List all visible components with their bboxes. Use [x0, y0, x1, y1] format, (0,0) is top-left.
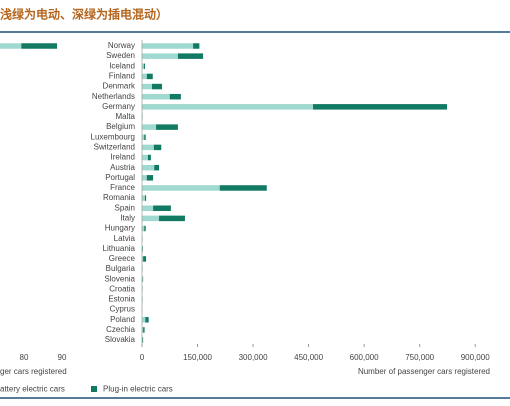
bar-segment	[142, 43, 194, 49]
left-plot	[0, 43, 58, 49]
legend-label: Plug-in electric cars	[103, 385, 173, 394]
bar-segment	[144, 195, 147, 201]
bar-segment	[154, 164, 160, 171]
bar-segment	[142, 225, 145, 232]
bar-segment	[193, 43, 200, 49]
y-tick-label: Poland	[110, 315, 135, 324]
bar-segment	[169, 93, 181, 100]
bar-segment	[144, 225, 146, 232]
bar-segment	[142, 215, 160, 222]
bar-segment	[142, 205, 154, 211]
bar-segment	[142, 175, 147, 181]
y-tick-label: Italy	[120, 213, 135, 222]
y-tick-label: Greece	[109, 254, 136, 263]
y-tick-label: Norway	[108, 41, 135, 50]
bar-segment	[143, 327, 145, 333]
x-tick-label: 90	[58, 353, 67, 362]
y-tick-label: Slovakia	[105, 335, 136, 344]
x-tick-label: 450,000	[294, 353, 323, 362]
bar-segment	[142, 124, 157, 130]
bar-segment	[142, 144, 154, 151]
bar-segment	[143, 63, 145, 70]
legend-swatch	[91, 386, 97, 392]
y-tick-label: Spain	[115, 203, 135, 212]
y-tick-label: Czechia	[106, 325, 135, 334]
bar-segment	[142, 164, 155, 171]
y-tick-label: Switzerland	[94, 143, 135, 152]
x-tick-label: 150,000	[183, 353, 212, 362]
y-tick-label: Lithuania	[103, 244, 136, 253]
y-tick-label: Latvia	[114, 234, 136, 243]
bar-segment	[177, 53, 204, 59]
x-tick-label: 750,000	[405, 353, 434, 362]
y-tick-label: Hungary	[105, 224, 135, 233]
chart-title: 浅绿为电动、深绿为插电混动）	[0, 7, 168, 22]
bar-segment	[143, 256, 147, 262]
bar-segment	[142, 83, 152, 90]
y-tick-label: Austria	[110, 163, 135, 172]
bar-segment	[142, 317, 146, 323]
y-tick-label: Bulgaria	[106, 264, 136, 273]
x-tick-label: 600,000	[350, 353, 379, 362]
y-tick-label: Sweden	[106, 51, 135, 60]
y-tick-label: Croatia	[109, 284, 135, 293]
bar-segment	[313, 104, 448, 110]
y-tick-label: Romania	[103, 193, 136, 202]
bar-segment	[142, 185, 220, 191]
x-tick-label: 300,000	[239, 353, 268, 362]
y-tick-label: Malta	[115, 112, 135, 121]
bar-segment	[142, 154, 148, 161]
bar-segment	[145, 317, 149, 323]
bar-segment	[142, 276, 143, 282]
bar-segment	[144, 134, 146, 141]
bar-segment	[142, 134, 145, 141]
y-tick-label: Slovenia	[104, 274, 135, 283]
bar-segment	[147, 154, 151, 161]
bar-segment	[146, 175, 154, 181]
y-tick-label: Germany	[102, 102, 135, 111]
bar-segment	[142, 53, 178, 59]
bar-segment	[219, 185, 267, 191]
legend-label: attery electric cars	[0, 385, 65, 394]
y-tick-label: Cyprus	[110, 305, 135, 314]
y-tick-label: Luxembourg	[91, 132, 135, 141]
y-tick-label: Estonia	[108, 295, 135, 304]
y-tick-label: Belgium	[106, 122, 135, 131]
x-tick-label: 0	[140, 353, 145, 362]
bar-segment	[156, 124, 178, 130]
bar-segment	[151, 83, 162, 90]
bar-segment	[142, 337, 144, 343]
bar-segment	[142, 195, 145, 201]
bar-segment	[146, 73, 153, 80]
y-tick-label: France	[110, 183, 135, 192]
bar-segment	[142, 256, 144, 262]
bar-segment	[153, 144, 162, 151]
bar-segment	[21, 43, 58, 49]
bar-segment	[153, 205, 171, 211]
bar-segment	[142, 93, 170, 100]
bar-segment	[142, 63, 144, 70]
x-axis-label: ger cars registered	[0, 367, 67, 376]
x-axis-label: Number of passenger cars registered	[358, 367, 490, 376]
bar-segment	[159, 215, 185, 222]
bar-segment	[142, 73, 147, 80]
y-tick-label: Iceland	[109, 61, 135, 70]
y-tick-label: Ireland	[111, 153, 135, 162]
x-tick-label: 80	[20, 353, 29, 362]
bar-segment	[142, 104, 314, 110]
x-tick-label: 900,000	[461, 353, 490, 362]
y-tick-label: Portugal	[105, 173, 135, 182]
bar-segment	[142, 327, 144, 333]
bar-segment	[0, 43, 22, 49]
y-tick-label: Netherlands	[92, 92, 135, 101]
y-tick-label: Finland	[109, 72, 135, 81]
y-tick-label: Denmark	[103, 82, 136, 91]
